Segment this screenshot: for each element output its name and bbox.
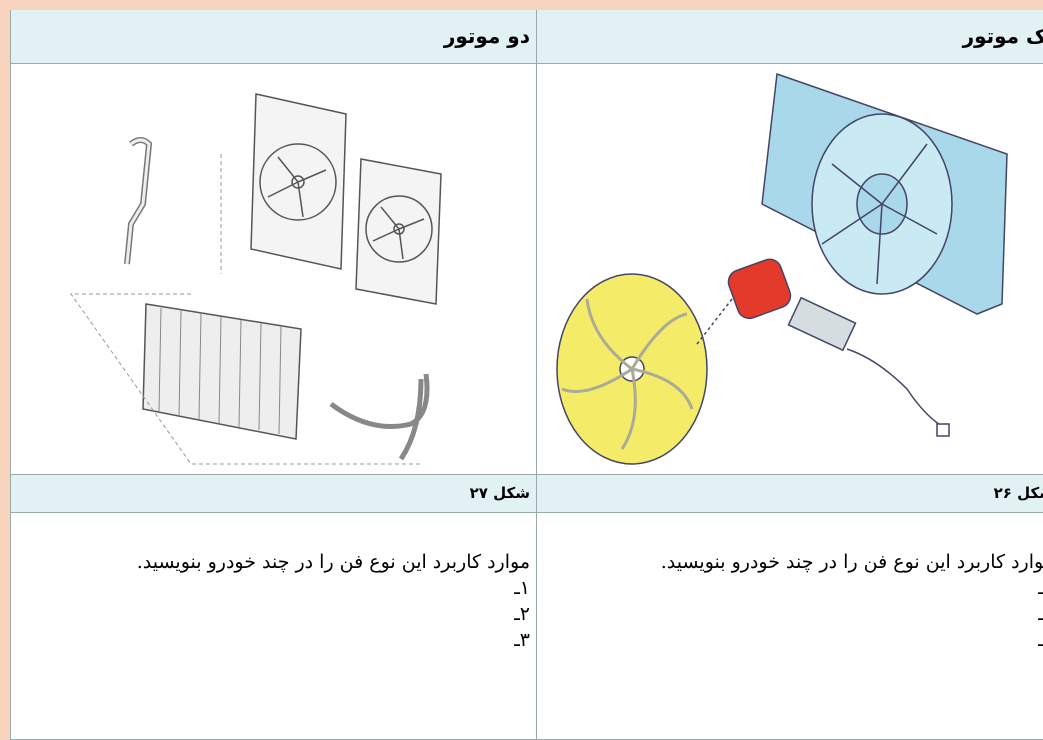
list-item: ۱ـ [514,577,530,599]
image-cell [537,64,1043,475]
column-header: دو موتور [10,10,537,64]
prompt: موارد کاربرد این نوع فن را در چند خودرو … [660,551,1043,573]
answer-cell: موارد کاربرد این نوع فن را در چند خودرو … [10,513,537,740]
list-item: ۳ـ [537,627,1043,653]
list-item: ۲ـ [514,603,530,625]
prompt: موارد کاربرد این نوع فن را در چند خودرو … [136,551,530,573]
list-item: ۱ـ [537,575,1043,601]
list-item: ۳ـ [514,629,530,651]
figure-caption: شکل ۲۶ [537,475,1043,513]
column-header: تک موتور [537,10,1043,64]
list-item: ۲ـ [537,601,1043,627]
table: دو موتور تک موتور [10,10,1043,740]
single-fan-illustration [556,72,1008,465]
figure-caption: شکل ۲۷ [10,475,537,513]
answer-cell: موارد کاربرد این نوع فن را در چند خودرو … [537,513,1043,740]
twin-fan-illustration [70,93,442,465]
image-cell [10,64,537,475]
